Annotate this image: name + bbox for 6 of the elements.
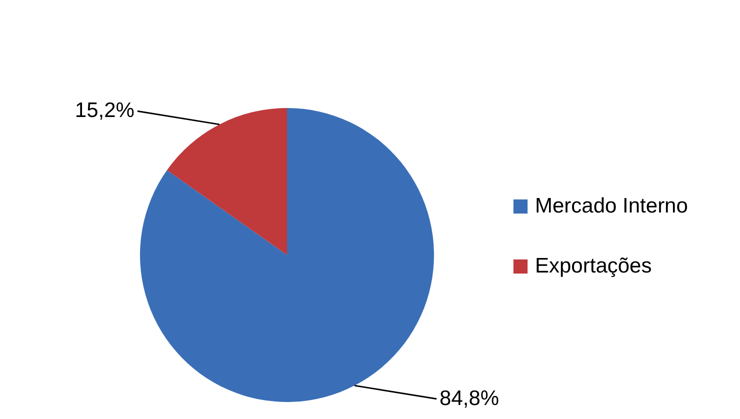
data-label: 15,2% <box>74 99 134 122</box>
pie-slice <box>167 108 287 255</box>
legend-label: Exportações <box>535 254 652 278</box>
legend-label: Mercado Interno <box>535 194 688 218</box>
pie-slice <box>140 108 434 402</box>
data-label: 84,8% <box>440 386 500 410</box>
